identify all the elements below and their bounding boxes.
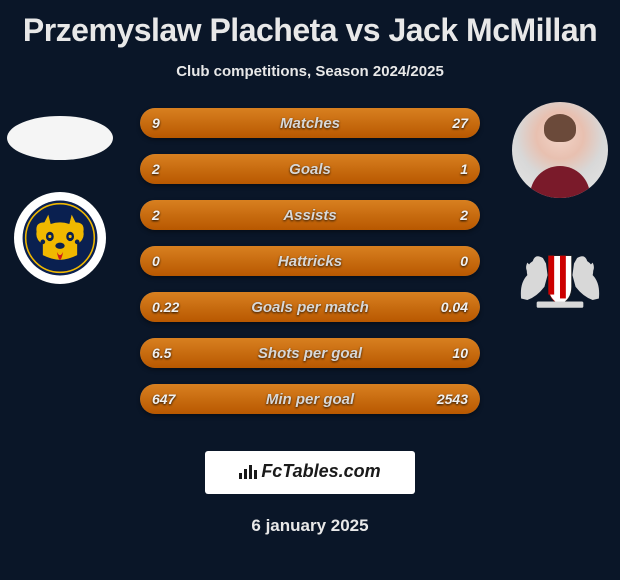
comparison-area: 927Matches 21Goals 22Assists 00Hattricks 0.2… xyxy=(0,102,620,432)
brand-text: FcTables.com xyxy=(261,461,380,481)
exeter-crest-icon xyxy=(512,244,608,314)
player-left-column xyxy=(0,102,120,284)
page-title: Przemyslaw Placheta vs Jack McMillan xyxy=(0,0,620,49)
date-text: 6 january 2025 xyxy=(0,516,620,536)
stat-label: Hattricks xyxy=(140,246,480,276)
club-crest-left xyxy=(14,192,106,284)
player-right-avatar xyxy=(512,102,608,198)
stat-bars: 927Matches 21Goals 22Assists 00Hattricks 0.2… xyxy=(140,108,480,430)
footer: FcTables.com 6 january 2025 xyxy=(0,451,620,580)
stat-label: Goals per match xyxy=(140,292,480,322)
brand-logo: FcTables.com xyxy=(205,451,414,494)
player-left-avatar xyxy=(7,116,113,160)
stat-label: Assists xyxy=(140,200,480,230)
stat-row: 0.220.04Goals per match xyxy=(140,292,480,322)
stat-row: 6.510Shots per goal xyxy=(140,338,480,368)
stat-label: Goals xyxy=(140,154,480,184)
club-crest-right xyxy=(512,244,608,314)
stat-label: Min per goal xyxy=(140,384,480,414)
stat-label: Shots per goal xyxy=(140,338,480,368)
stat-row: 6472543Min per goal xyxy=(140,384,480,414)
chart-bars-icon xyxy=(239,463,257,484)
stat-row: 21Goals xyxy=(140,154,480,184)
subtitle: Club competitions, Season 2024/2025 xyxy=(0,63,620,80)
stat-row: 927Matches xyxy=(140,108,480,138)
oxford-crest-icon xyxy=(21,199,99,277)
stat-row: 00Hattricks xyxy=(140,246,480,276)
stat-row: 22Assists xyxy=(140,200,480,230)
player-right-column xyxy=(500,102,620,314)
stat-label: Matches xyxy=(140,108,480,138)
